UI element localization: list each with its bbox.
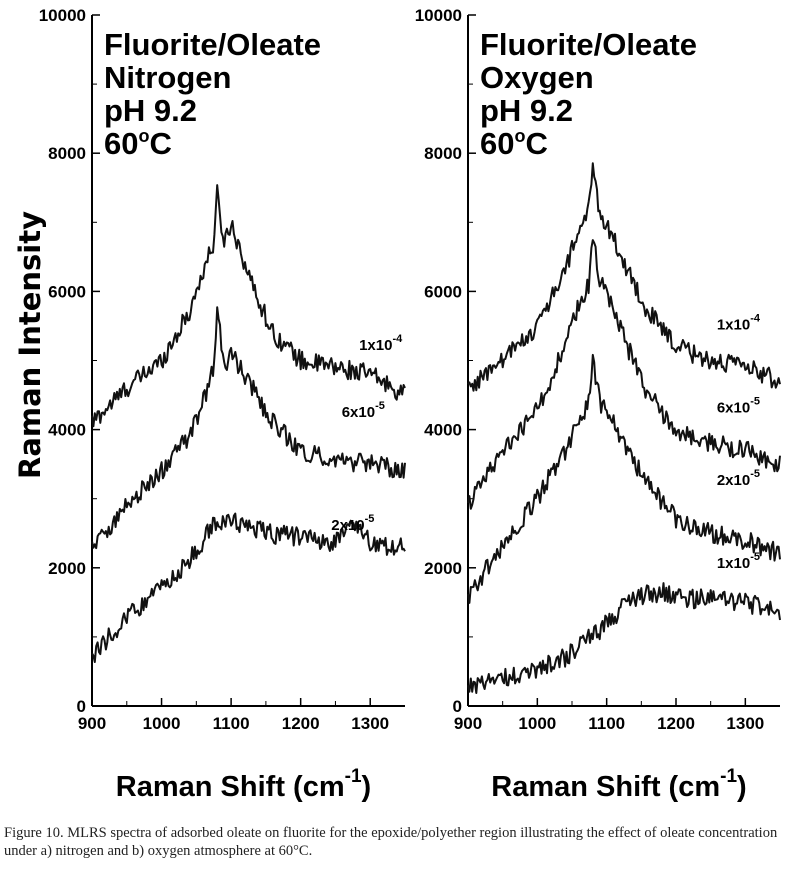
chart-panel-oxygen: 0 2000 4000 6000 8000 10000 900 1000 1100 1200 130… xyxy=(415,6,781,803)
x-axis-label: Raman Shift (cm-1) xyxy=(491,766,746,803)
series-label: 6x10-5 xyxy=(717,395,760,416)
x-tick-label: 1000 xyxy=(518,714,556,733)
x-tick-label: 1100 xyxy=(213,714,250,733)
x-tick-label: 1300 xyxy=(726,714,764,733)
chart-panel-nitrogen: 0 2000 4000 6000 8000 10000 900 1000 1100 1200 130… xyxy=(39,6,406,803)
y-tick-label: 0 xyxy=(453,697,462,716)
panel-title-line: Fluorite/Oleate xyxy=(104,27,321,62)
x-tick-label: 1000 xyxy=(143,714,181,733)
series-label: 2x10-5 xyxy=(717,468,760,489)
y-tick-label: 4000 xyxy=(424,421,462,440)
series-label: 1x10-4 xyxy=(359,333,403,354)
series-line xyxy=(91,184,406,428)
series-line xyxy=(467,353,781,604)
panel-title-line: 60oC xyxy=(480,126,548,161)
y-axis-label: Raman Intensity xyxy=(13,211,47,479)
series-label: 2x10-5 xyxy=(331,513,374,534)
y-tick-label: 8000 xyxy=(424,144,462,163)
y-tick-label: 8000 xyxy=(48,144,86,163)
x-tick-label: 1200 xyxy=(657,714,695,733)
chart-figure: Raman Intensity 020004000600080001000090… xyxy=(13,6,781,803)
x-axis-label: Raman Shift (cm-1) xyxy=(116,766,371,803)
y-tick-label: 2000 xyxy=(48,559,86,578)
series-line xyxy=(467,239,781,510)
y-tick-label: 6000 xyxy=(424,282,462,301)
panel-title-line: 60oC xyxy=(104,126,172,161)
y-tick-label: 10000 xyxy=(415,6,462,25)
x-tick-label: 1100 xyxy=(588,714,625,733)
y-tick-label: 2000 xyxy=(424,559,462,578)
panel-title-line: Nitrogen xyxy=(104,60,231,95)
x-tick-label: 900 xyxy=(78,714,106,733)
y-tick-label: 0 xyxy=(77,697,86,716)
series-line xyxy=(467,582,781,694)
y-tick-label: 4000 xyxy=(48,421,86,440)
x-tick-label: 900 xyxy=(454,714,482,733)
figure-caption: Figure 10. MLRS spectra of adsorbed olea… xyxy=(4,825,778,859)
panel-title-line: Fluorite/Oleate xyxy=(480,27,697,62)
series-label: 1x10-4 xyxy=(717,312,761,333)
x-tick-label: 1200 xyxy=(282,714,320,733)
series-label: 6x10-5 xyxy=(342,400,385,421)
panel-title-line: Oxygen xyxy=(480,60,594,95)
series-line xyxy=(467,162,781,392)
series-label: 1x10-5 xyxy=(717,551,760,572)
series-line xyxy=(91,512,406,663)
series-line xyxy=(91,306,406,550)
panel-title-line: pH 9.2 xyxy=(480,93,573,128)
panel-title-line: pH 9.2 xyxy=(104,93,197,128)
y-tick-label: 6000 xyxy=(48,282,86,301)
y-tick-label: 10000 xyxy=(39,6,86,25)
x-tick-label: 1300 xyxy=(351,714,389,733)
